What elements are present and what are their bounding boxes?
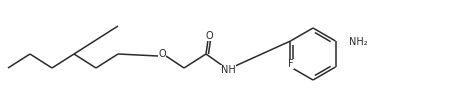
Text: F: F [288, 59, 293, 69]
Text: O: O [205, 31, 213, 41]
Text: NH₂: NH₂ [348, 37, 367, 47]
Text: O: O [158, 49, 166, 59]
Text: NH: NH [220, 65, 235, 75]
